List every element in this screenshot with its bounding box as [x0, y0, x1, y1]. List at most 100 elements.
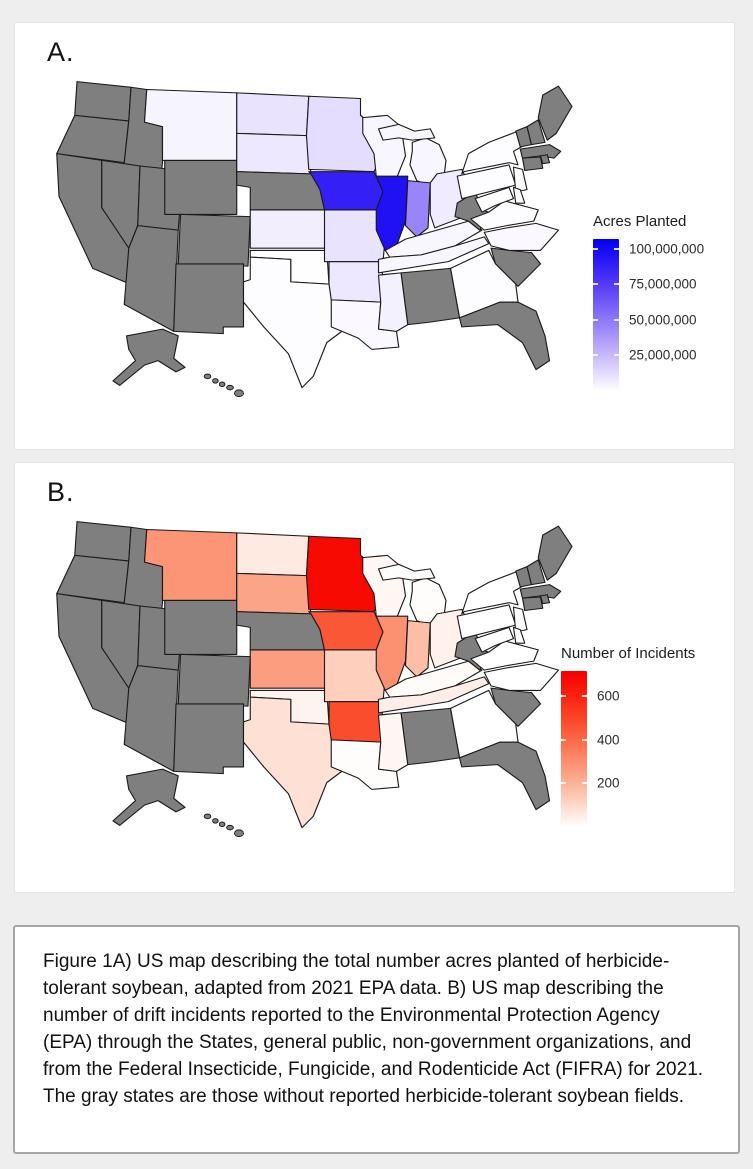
state-ME	[537, 525, 573, 581]
state-MO	[323, 209, 386, 263]
state-VA	[470, 640, 539, 671]
state-ND	[236, 532, 310, 577]
legend-tick-mark	[593, 318, 598, 321]
legend-tick-mark	[593, 283, 598, 286]
state-SD	[236, 132, 312, 175]
state-RI	[539, 594, 551, 605]
legend-tick-mark	[614, 283, 619, 286]
legend-tick-label: 50,000,000	[629, 312, 697, 328]
state-NH	[526, 559, 546, 586]
legend-tick-label: 200	[597, 775, 620, 791]
legend-tick-label: 400	[597, 732, 620, 748]
legend-tick-mark	[614, 318, 619, 321]
state-MD	[474, 626, 515, 653]
state-CT	[521, 596, 544, 612]
panel-label-b: B.	[47, 477, 75, 507]
state-MS	[377, 272, 409, 332]
state-HI-island	[218, 821, 226, 827]
map-panel-b: B. Number of Incidents 600 400 200	[14, 462, 735, 893]
state-HI-island	[203, 813, 212, 820]
legend-tick-label: 75,000,000	[629, 276, 697, 292]
state-CT	[521, 156, 544, 172]
state-ME	[537, 85, 573, 141]
legend-tick-label: 100,000,000	[629, 241, 705, 257]
state-HI-island	[226, 384, 234, 391]
state-HI-island	[218, 381, 226, 387]
state-HI-island	[203, 373, 212, 380]
state-NC	[483, 222, 560, 251]
figure-caption-box: Figure 1A) US map describing the total n…	[13, 925, 740, 1154]
state-TX	[242, 256, 346, 389]
state-HI-island	[234, 389, 244, 398]
figure-caption: Figure 1A) US map describing the total n…	[43, 951, 704, 1107]
state-RI	[539, 154, 551, 165]
state-AK	[112, 328, 186, 386]
state-IN	[404, 620, 431, 678]
state-TN	[377, 236, 490, 274]
legend-tick-mark	[614, 354, 619, 357]
state-AL	[400, 707, 461, 766]
state-MI-upper	[377, 123, 436, 141]
state-KS	[249, 649, 328, 689]
state-MI-upper	[377, 563, 436, 581]
legend-tick-mark	[582, 695, 587, 698]
state-AL	[400, 267, 461, 326]
legend-gradient-bar-acres	[593, 239, 619, 391]
legend-tick-mark	[614, 247, 619, 250]
state-NM	[173, 703, 245, 775]
state-IN	[404, 180, 431, 238]
state-DE	[512, 626, 526, 644]
legend-tick-mark	[561, 695, 566, 698]
state-HI-island	[212, 378, 219, 384]
state-MD	[474, 186, 515, 213]
state-AR	[328, 261, 384, 303]
state-AZ	[123, 665, 179, 772]
legend-tick-label: 25,000,000	[629, 347, 697, 363]
state-DE	[512, 186, 526, 204]
state-AR	[328, 701, 384, 743]
us-choropleth-map-acres-planted	[56, 81, 573, 398]
state-HI-island	[234, 829, 244, 838]
state-NH	[526, 119, 546, 146]
state-NJ	[512, 166, 528, 193]
state-NE	[236, 611, 326, 651]
legend-title-acres-planted: Acres Planted	[593, 213, 687, 230]
legend-title-number-of-incidents: Number of Incidents	[561, 645, 696, 662]
state-VA	[470, 200, 539, 231]
legend-tick-mark	[582, 782, 587, 785]
state-TX	[242, 696, 346, 829]
legend-tick-mark	[582, 738, 587, 741]
state-WA	[74, 81, 132, 122]
state-WY	[164, 159, 238, 215]
state-WY	[164, 599, 238, 655]
map-panel-a: A. Acres Planted 100,000,000 75,000,000 50…	[14, 22, 735, 450]
legend-acres-planted: Acres Planted 100,000,000 75,000,000 50,00…	[593, 213, 753, 391]
state-CO	[177, 213, 251, 267]
state-NE	[236, 171, 326, 211]
legend-number-of-incidents: Number of Incidents 600 400 200	[561, 645, 731, 827]
legend-tick-label: 600	[597, 688, 620, 704]
panel-label-a: A.	[47, 37, 75, 67]
state-IL	[375, 615, 409, 691]
state-SD	[236, 572, 312, 615]
legend-tick-mark	[593, 354, 598, 357]
state-KS	[249, 209, 328, 249]
state-IL	[375, 175, 409, 251]
state-MS	[377, 712, 409, 772]
legend-gradient-bar-incidents	[561, 671, 587, 827]
state-FL	[458, 741, 551, 811]
state-HI-island	[212, 818, 219, 824]
state-NJ	[512, 606, 528, 633]
state-ND	[236, 92, 310, 137]
state-NM	[173, 263, 245, 335]
state-NC	[483, 662, 560, 691]
state-AK	[112, 768, 186, 826]
legend-tick-mark	[561, 738, 566, 741]
state-WA	[74, 521, 132, 562]
us-choropleth-map-incidents	[56, 521, 573, 838]
state-TN	[377, 676, 490, 714]
legend-tick-mark	[593, 247, 598, 250]
state-MO	[323, 649, 386, 703]
state-AZ	[123, 225, 179, 332]
legend-tick-mark	[561, 782, 566, 785]
